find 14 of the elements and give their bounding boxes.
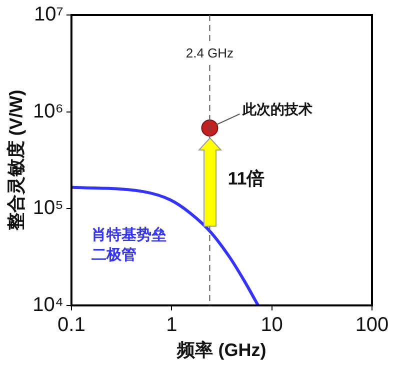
y-tick-label: 10⁶ <box>32 100 64 122</box>
x-tick-label: 10 <box>260 314 283 336</box>
ref-line-label: 2.4 GHz <box>186 46 234 61</box>
y-axis-title: 整合灵敏度 (V/W) <box>6 90 26 232</box>
x-tick-label: 0.1 <box>58 314 86 336</box>
series-label: 此次的技术 <box>242 100 313 117</box>
annotation: 11倍 <box>228 168 265 188</box>
x-tick-label: 100 <box>355 314 389 336</box>
y-tick-label: 10⁴ <box>32 294 64 316</box>
x-axis-title: 频率 (GHz) <box>176 340 266 360</box>
y-tick-label: 10⁷ <box>34 4 64 26</box>
series-label: 肖特基势垒二极管 <box>91 226 166 264</box>
y-tick-label: 10⁵ <box>32 197 64 220</box>
x-tick-label: 1 <box>166 314 178 336</box>
